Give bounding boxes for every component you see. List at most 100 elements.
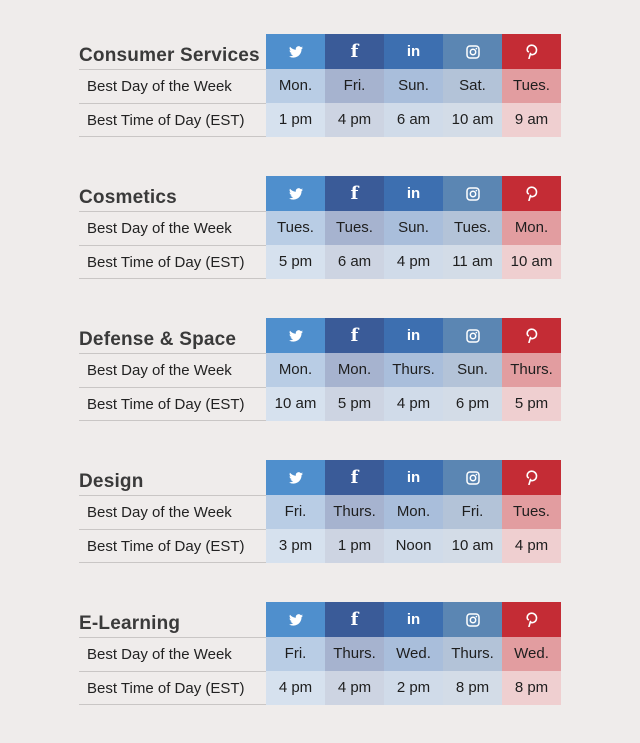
facebook-icon: f	[325, 34, 384, 69]
pinterest-icon	[502, 176, 561, 211]
instagram-icon	[443, 34, 502, 69]
best-time-facebook: 1 pm	[325, 529, 384, 563]
linkedin-glyph: in	[406, 469, 421, 486]
best-time-linkedin: 2 pm	[384, 671, 443, 705]
best-day-pinterest: Wed.	[502, 637, 561, 671]
industry-section-defense-space: Defense & Space f in Best Day of the Wee…	[79, 317, 561, 424]
twitter-icon	[266, 176, 325, 211]
linkedin-icon: in	[384, 460, 443, 495]
instagram-icon	[443, 460, 502, 495]
industry-title: Defense & Space	[79, 329, 237, 350]
twitter-icon	[266, 318, 325, 353]
best-day-twitter: Fri.	[266, 495, 325, 529]
row-label-best-time: Best Time of Day (EST)	[79, 103, 266, 137]
linkedin-icon: in	[384, 34, 443, 69]
industry-title: E-Learning	[79, 613, 181, 634]
linkedin-glyph: in	[406, 43, 421, 60]
best-time-twitter: 10 am	[266, 387, 325, 421]
facebook-icon: f	[325, 602, 384, 637]
facebook-glyph: f	[350, 609, 359, 630]
best-day-twitter: Fri.	[266, 637, 325, 671]
industry-section-cosmetics: Cosmetics f in Best Day of the Week Best…	[79, 175, 561, 282]
best-time-instagram: 11 am	[443, 245, 502, 279]
best-day-linkedin: Thurs.	[384, 353, 443, 387]
facebook-glyph: f	[350, 467, 359, 488]
facebook-icon: f	[325, 176, 384, 211]
best-time-twitter: 4 pm	[266, 671, 325, 705]
best-day-linkedin: Sun.	[384, 211, 443, 245]
pinterest-icon	[502, 460, 561, 495]
best-time-pinterest: 5 pm	[502, 387, 561, 421]
best-day-instagram: Sat.	[443, 69, 502, 103]
linkedin-icon: in	[384, 176, 443, 211]
industry-section-e-learning: E-Learning f in Best Day of the Week Bes…	[79, 601, 561, 708]
best-time-pinterest: 4 pm	[502, 529, 561, 563]
facebook-glyph: f	[350, 325, 359, 346]
best-day-pinterest: Thurs.	[502, 353, 561, 387]
best-time-linkedin: 4 pm	[384, 387, 443, 421]
best-day-pinterest: Mon.	[502, 211, 561, 245]
best-time-instagram: 10 am	[443, 529, 502, 563]
facebook-glyph: f	[350, 183, 359, 204]
best-day-instagram: Tues.	[443, 211, 502, 245]
row-label-best-day: Best Day of the Week	[79, 211, 266, 244]
best-day-facebook: Mon.	[325, 353, 384, 387]
best-time-pinterest: 9 am	[502, 103, 561, 137]
instagram-icon	[443, 318, 502, 353]
best-time-linkedin: 4 pm	[384, 245, 443, 279]
instagram-icon	[443, 176, 502, 211]
best-day-pinterest: Tues.	[502, 495, 561, 529]
best-time-instagram: 6 pm	[443, 387, 502, 421]
linkedin-glyph: in	[406, 611, 421, 628]
industry-title: Cosmetics	[79, 187, 177, 208]
best-day-linkedin: Mon.	[384, 495, 443, 529]
industry-section-consumer-services: Consumer Services f in Best Day of the W…	[79, 33, 561, 140]
best-day-facebook: Fri.	[325, 69, 384, 103]
best-day-twitter: Tues.	[266, 211, 325, 245]
best-time-pinterest: 10 am	[502, 245, 561, 279]
industry-title: Consumer Services	[79, 45, 260, 66]
linkedin-icon: in	[384, 318, 443, 353]
row-label-best-day: Best Day of the Week	[79, 495, 266, 528]
twitter-icon	[266, 460, 325, 495]
best-time-twitter: 1 pm	[266, 103, 325, 137]
best-time-twitter: 5 pm	[266, 245, 325, 279]
pinterest-icon	[502, 318, 561, 353]
twitter-icon	[266, 34, 325, 69]
best-time-linkedin: Noon	[384, 529, 443, 563]
best-day-linkedin: Sun.	[384, 69, 443, 103]
best-day-twitter: Mon.	[266, 69, 325, 103]
best-day-facebook: Thurs.	[325, 495, 384, 529]
best-time-twitter: 3 pm	[266, 529, 325, 563]
best-time-linkedin: 6 am	[384, 103, 443, 137]
best-day-instagram: Fri.	[443, 495, 502, 529]
row-label-best-time: Best Time of Day (EST)	[79, 671, 266, 705]
best-day-facebook: Tues.	[325, 211, 384, 245]
best-time-pinterest: 8 pm	[502, 671, 561, 705]
best-time-facebook: 4 pm	[325, 671, 384, 705]
best-day-instagram: Thurs.	[443, 637, 502, 671]
pinterest-icon	[502, 34, 561, 69]
linkedin-glyph: in	[406, 185, 421, 202]
row-label-best-time: Best Time of Day (EST)	[79, 245, 266, 279]
twitter-icon	[266, 602, 325, 637]
row-label-best-time: Best Time of Day (EST)	[79, 529, 266, 563]
best-day-instagram: Sun.	[443, 353, 502, 387]
linkedin-glyph: in	[406, 327, 421, 344]
best-time-facebook: 6 am	[325, 245, 384, 279]
facebook-glyph: f	[350, 41, 359, 62]
best-day-twitter: Mon.	[266, 353, 325, 387]
instagram-icon	[443, 602, 502, 637]
best-time-facebook: 5 pm	[325, 387, 384, 421]
pinterest-icon	[502, 602, 561, 637]
industry-section-design: Design f in Best Day of the Week Best Ti…	[79, 459, 561, 566]
best-day-linkedin: Wed.	[384, 637, 443, 671]
best-time-instagram: 8 pm	[443, 671, 502, 705]
row-label-best-day: Best Day of the Week	[79, 69, 266, 102]
best-day-facebook: Thurs.	[325, 637, 384, 671]
industry-title: Design	[79, 471, 144, 492]
best-day-pinterest: Tues.	[502, 69, 561, 103]
facebook-icon: f	[325, 460, 384, 495]
row-label-best-day: Best Day of the Week	[79, 637, 266, 670]
facebook-icon: f	[325, 318, 384, 353]
